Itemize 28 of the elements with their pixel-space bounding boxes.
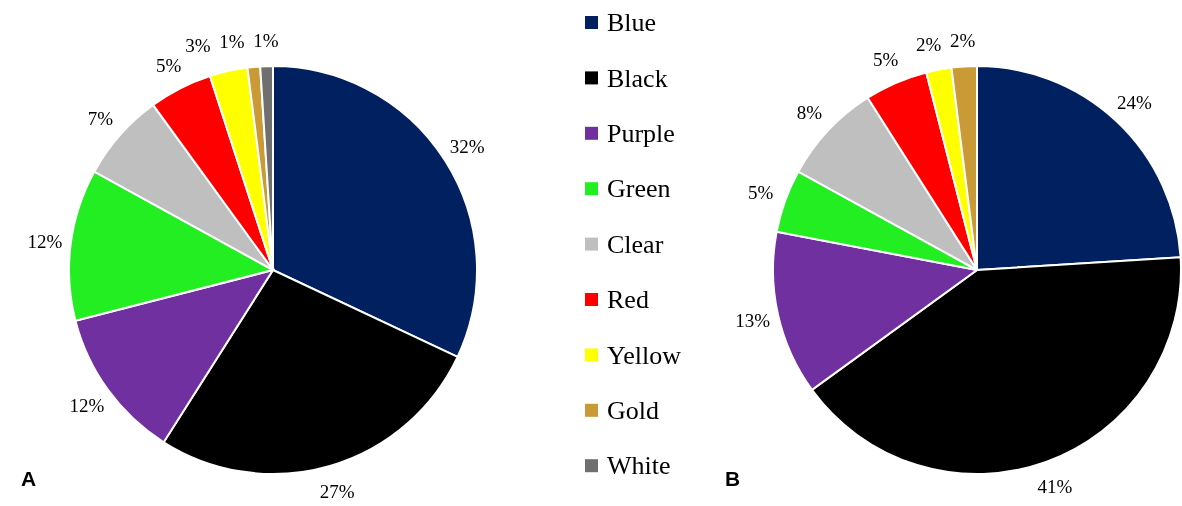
data-label: 5%	[155, 54, 182, 76]
text: A	[21, 467, 37, 490]
legend-label: Red	[607, 285, 649, 315]
data-label: 41%	[1037, 476, 1073, 498]
data-label: 1%	[253, 29, 279, 51]
data-label: 24%	[1117, 91, 1153, 113]
data-label: 2%	[949, 30, 976, 52]
legend-label: Yellow	[607, 340, 682, 370]
data-label: 13%	[735, 309, 771, 331]
text: B	[725, 467, 741, 490]
data-label: 7%	[87, 107, 114, 129]
data-label: 5%	[872, 48, 899, 70]
data-label: 5%	[747, 181, 774, 203]
data-label: 1%	[219, 30, 245, 52]
data-label: 32%	[449, 136, 485, 158]
data-label: 2%	[915, 33, 942, 55]
legend-label: Black	[607, 63, 668, 93]
data-label: 12%	[27, 230, 63, 252]
legend-label: White	[607, 451, 671, 481]
legend-label: Green	[607, 174, 671, 204]
legend-label: Purple	[607, 118, 675, 148]
legend-label: Gold	[607, 395, 659, 425]
data-label: 12%	[69, 394, 105, 416]
data-label: 3%	[185, 35, 211, 57]
data-label: 8%	[796, 102, 823, 124]
legend-label: Clear	[607, 229, 664, 259]
data-label: 27%	[319, 480, 355, 502]
legend-label: Blue	[607, 8, 657, 38]
